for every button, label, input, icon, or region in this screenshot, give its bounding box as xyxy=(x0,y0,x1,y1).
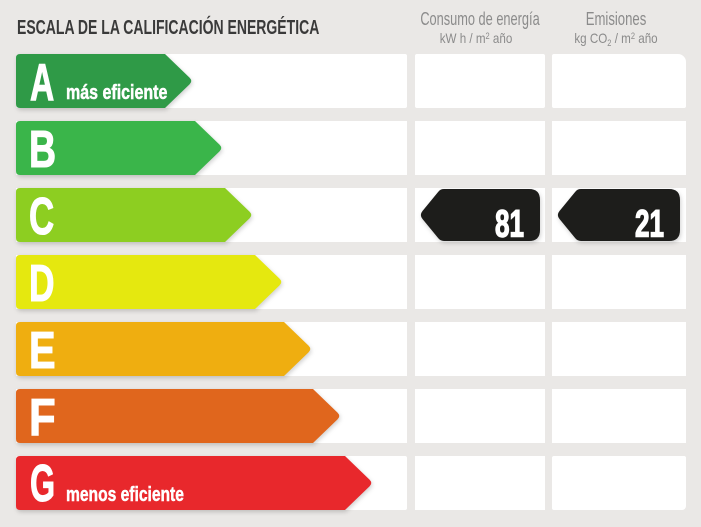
svg-text:81: 81 xyxy=(495,203,524,241)
svg-text:21: 21 xyxy=(635,203,664,241)
